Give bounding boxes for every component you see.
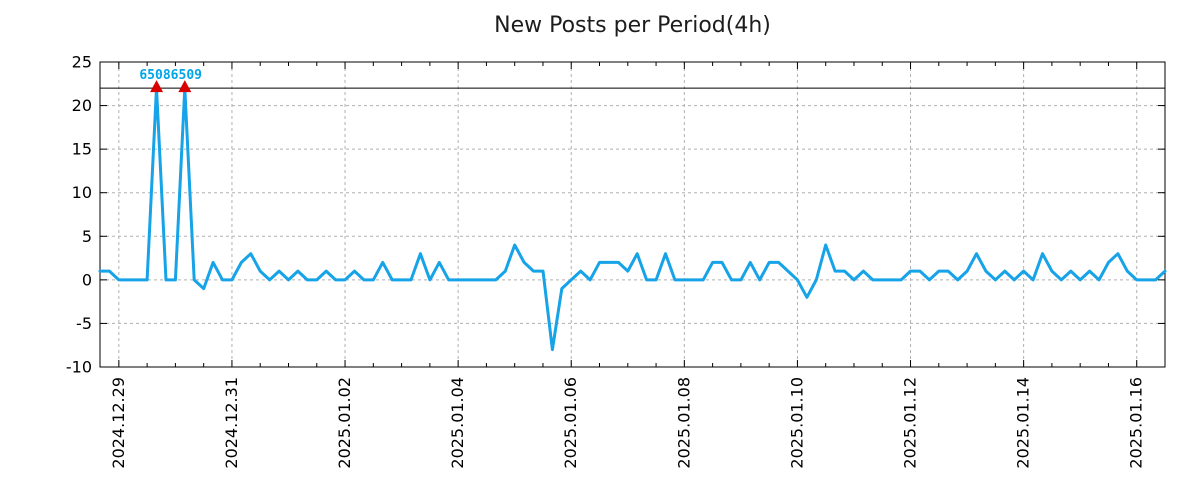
plot-border (99, 61, 1166, 368)
y-axis-tick-label: 15 (72, 140, 92, 159)
peak-marker-icon (150, 80, 164, 93)
y-axis-tick-label: -5 (76, 314, 92, 333)
y-axis-tick-label: 5 (82, 227, 92, 246)
peak-marker-icon (178, 80, 192, 93)
x-axis-tick-label: 2025.01.16 (1127, 377, 1146, 469)
x-axis-tick-label: 2025.01.04 (448, 377, 467, 469)
x-axis-tick-label: 2025.01.12 (901, 377, 920, 469)
y-axis-tick-label: 20 (72, 96, 92, 115)
x-axis-tick-label: 2024.12.29 (109, 377, 128, 469)
series-line (98, 86, 1167, 352)
y-axis-tick-label: 10 (72, 183, 92, 202)
y-axis-tick-label: 25 (72, 53, 92, 72)
x-axis-tick-label: 2025.01.06 (561, 377, 580, 469)
y-axis-tick-label: 0 (82, 270, 92, 289)
peak-annotation: 65086509 (139, 68, 202, 83)
x-axis-tick-label: 2024.12.31 (222, 377, 241, 469)
x-axis-tick-label: 2025.01.02 (335, 377, 354, 469)
x-axis-tick-label: 2025.01.10 (787, 377, 806, 469)
x-axis-tick-label: 2025.01.14 (1014, 377, 1033, 469)
chart-title: New Posts per Period(4h) (494, 13, 771, 38)
x-axis-tick-label: 2025.01.08 (674, 377, 693, 469)
y-axis-tick-label: -10 (66, 358, 92, 377)
